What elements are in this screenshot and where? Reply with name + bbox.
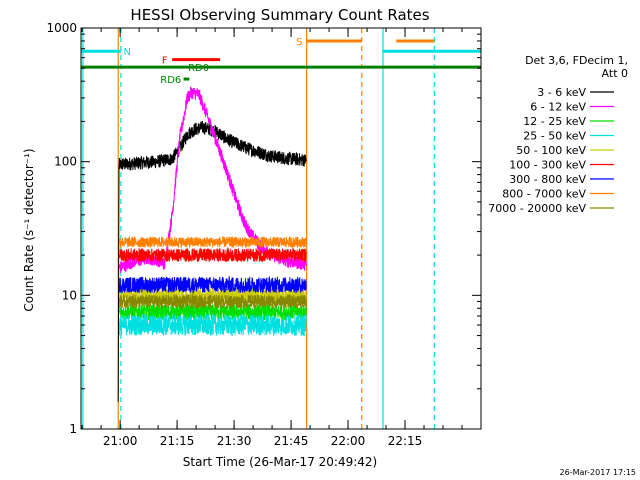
x-tick-label-4: 22:00 xyxy=(331,434,366,448)
series-line-6 xyxy=(118,276,307,294)
legend-label-5: 100 - 300 keV xyxy=(509,159,586,172)
x-tick-label-5: 22:15 xyxy=(388,434,423,448)
x-tick-label-0: 21:00 xyxy=(103,434,138,448)
legend-label-7: 800 - 7000 keV xyxy=(502,188,586,201)
legend-label-1: 6 - 12 keV xyxy=(530,101,586,114)
legend-label-3: 25 - 50 keV xyxy=(523,130,586,143)
flag-label-rd6: RD6 xyxy=(160,75,181,86)
footer-timestamp: 26-Mar-2017 17:15 xyxy=(560,468,637,477)
flag-label-s: S xyxy=(296,37,302,48)
x-tick-label-3: 21:45 xyxy=(274,434,309,448)
legend-label-0: 3 - 6 keV xyxy=(537,86,586,99)
y-tick-label-1: 10 xyxy=(62,288,77,302)
y-tick-label-0: 1 xyxy=(69,422,77,436)
flag-label-n: N xyxy=(124,47,131,58)
series-line-3 xyxy=(118,314,307,337)
chart-title: HESSI Observing Summary Count Rates xyxy=(130,6,429,24)
legend-header-line1: Det 3,6, FDecim 1, xyxy=(525,54,628,67)
legend-label-4: 50 - 100 keV xyxy=(516,144,586,157)
legend-header-line2: Att 0 xyxy=(602,67,628,80)
plot-area: N S F RD0 RD6 1 10 100 1000 21:00 21:15 21:30 21:45 2… xyxy=(46,21,482,448)
series-line-5 xyxy=(118,246,307,263)
legend-label-2: 12 - 25 keV xyxy=(523,115,586,128)
y-axis-label: Count Rate (s⁻¹ detector⁻¹) xyxy=(22,148,36,311)
series-line-7 xyxy=(118,235,307,249)
x-tick-label-1: 21:15 xyxy=(160,434,195,448)
flag-label-f: F xyxy=(162,56,168,67)
plot-frame xyxy=(80,27,482,430)
x-axis-label: Start Time (26-Mar-17 20:49:42) xyxy=(183,455,377,469)
series-line-8 xyxy=(118,293,307,309)
series-line-4 xyxy=(118,286,307,305)
series-group xyxy=(117,86,307,402)
flag-label-rd0: RD0 xyxy=(188,63,209,74)
legend-label-6: 300 - 800 keV xyxy=(509,173,586,186)
y-tick-label-3: 1000 xyxy=(46,21,77,35)
y-tick-label-2: 100 xyxy=(54,155,77,169)
x-tick-label-2: 21:30 xyxy=(217,434,252,448)
legend-label-8: 7000 - 20000 keV xyxy=(488,202,586,215)
